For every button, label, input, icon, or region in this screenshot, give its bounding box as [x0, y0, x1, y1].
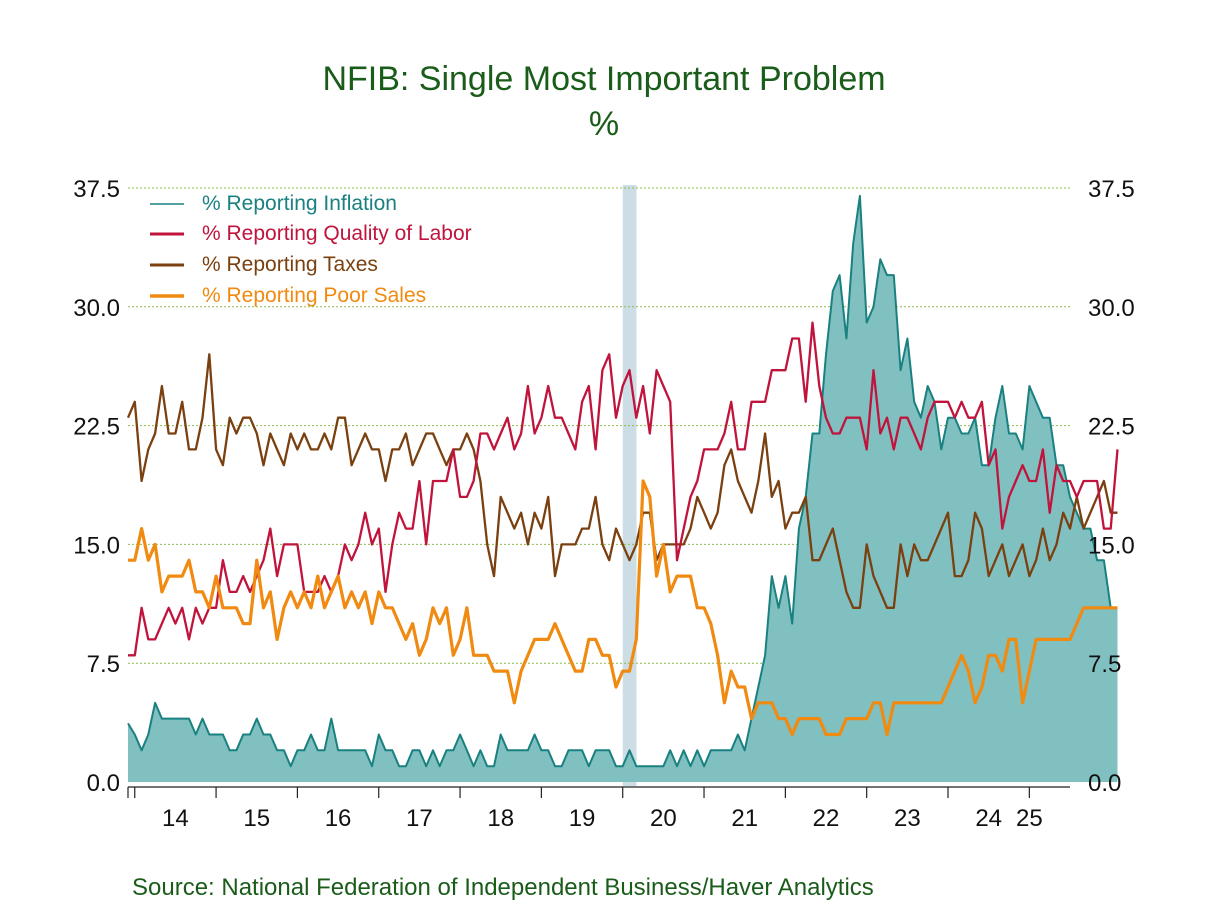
x-tick-label: 21 [731, 805, 758, 832]
series-line-labor [128, 321, 1119, 657]
legend-label-sales: % Reporting Poor Sales [202, 284, 426, 307]
series-line-taxes [126, 353, 1118, 609]
y-tick-label-right: 0.0 [1088, 770, 1121, 797]
series-line-sales [128, 479, 1118, 737]
x-axis [127, 786, 1070, 798]
x-tick-label: 16 [325, 805, 352, 832]
x-tick-label: 14 [162, 805, 189, 832]
series-area-inflation [128, 195, 1118, 782]
legend-item-inflation: % Reporting Inflation [150, 192, 397, 215]
x-tick-label: 17 [406, 805, 433, 832]
recession-band-layer [622, 185, 637, 786]
y-tick-label-right: 15.0 [1088, 532, 1135, 559]
chart-subtitle: % [589, 105, 619, 143]
chart-title: NFIB: Single Most Important Problem [322, 60, 885, 98]
y-tick-label-left: 15.0 [73, 532, 120, 559]
legend-item-labor: % Reporting Quality of Labor [150, 222, 472, 245]
y-tick-label-right: 7.5 [1088, 651, 1121, 678]
y-tick-label-left: 22.5 [73, 414, 120, 441]
x-tick-label: 25 [1016, 805, 1043, 832]
x-tick-label: 15 [243, 805, 270, 832]
y-axis-right: 0.0 7.5 15.0 22.5 30.0 37.5 [1088, 176, 1135, 797]
recession-band [622, 185, 637, 786]
series-layer [126, 194, 1119, 782]
x-tick-labels: 14 15 16 17 18 19 20 21 22 23 24 25 [162, 805, 1043, 832]
legend: % Reporting Inflation % Reporting Qualit… [150, 192, 472, 307]
x-tick-label: 20 [650, 805, 677, 832]
y-tick-label-left: 7.5 [87, 651, 120, 678]
legend-label-inflation: % Reporting Inflation [202, 192, 397, 215]
x-tick-label: 18 [487, 805, 514, 832]
y-axis-left: 0.0 7.5 15.0 22.5 30.0 37.5 [73, 176, 120, 797]
legend-label-taxes: % Reporting Taxes [202, 253, 378, 276]
y-tick-label-left: 30.0 [73, 295, 120, 322]
x-tick-label: 24 [975, 805, 1002, 832]
y-tick-label-left: 37.5 [73, 176, 120, 203]
x-tick-label: 23 [894, 805, 921, 832]
y-tick-label-right: 37.5 [1088, 176, 1135, 203]
y-tick-label-left: 0.0 [87, 770, 120, 797]
legend-item-taxes: % Reporting Taxes [150, 253, 378, 276]
x-tick-label: 22 [813, 805, 840, 832]
source-note: Source: National Federation of Independe… [132, 874, 874, 901]
legend-label-labor: % Reporting Quality of Labor [202, 222, 472, 245]
series-line-inflation [127, 194, 1118, 768]
y-tick-label-right: 22.5 [1088, 414, 1135, 441]
x-tick-label: 19 [569, 805, 596, 832]
legend-item-sales: % Reporting Poor Sales [150, 284, 426, 307]
y-tick-label-right: 30.0 [1088, 295, 1135, 322]
